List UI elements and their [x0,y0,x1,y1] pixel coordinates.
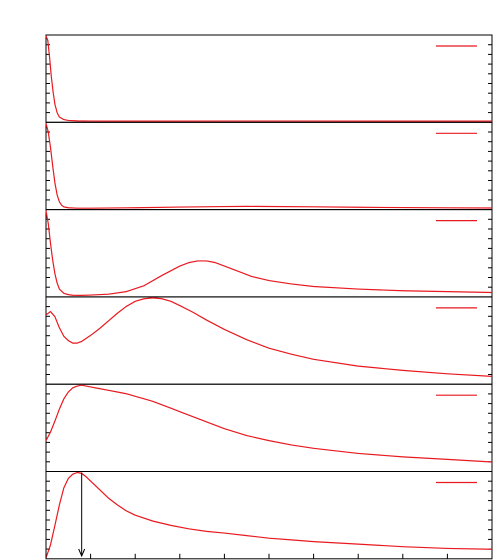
panel-5-series-line [45,384,493,463]
panel-4 [45,296,493,385]
panel-1-series-line [45,35,492,122]
panel-4-series-line [45,297,493,377]
panel-3-frame [45,209,493,298]
marker-arrow-head [78,548,86,558]
panel-2-series-line [45,123,493,209]
panel-3-series-line [45,210,493,296]
panel-6 [45,471,493,560]
panel-1 [45,34,493,123]
panel-2-frame [45,121,493,211]
panel-6-series-line [45,471,493,558]
panel-3 [45,209,493,298]
panel-1-frame [45,34,493,123]
panel-5 [45,383,493,473]
panel-2 [45,121,493,211]
panel-4-frame [45,296,493,385]
panel-6-frame [45,471,493,560]
